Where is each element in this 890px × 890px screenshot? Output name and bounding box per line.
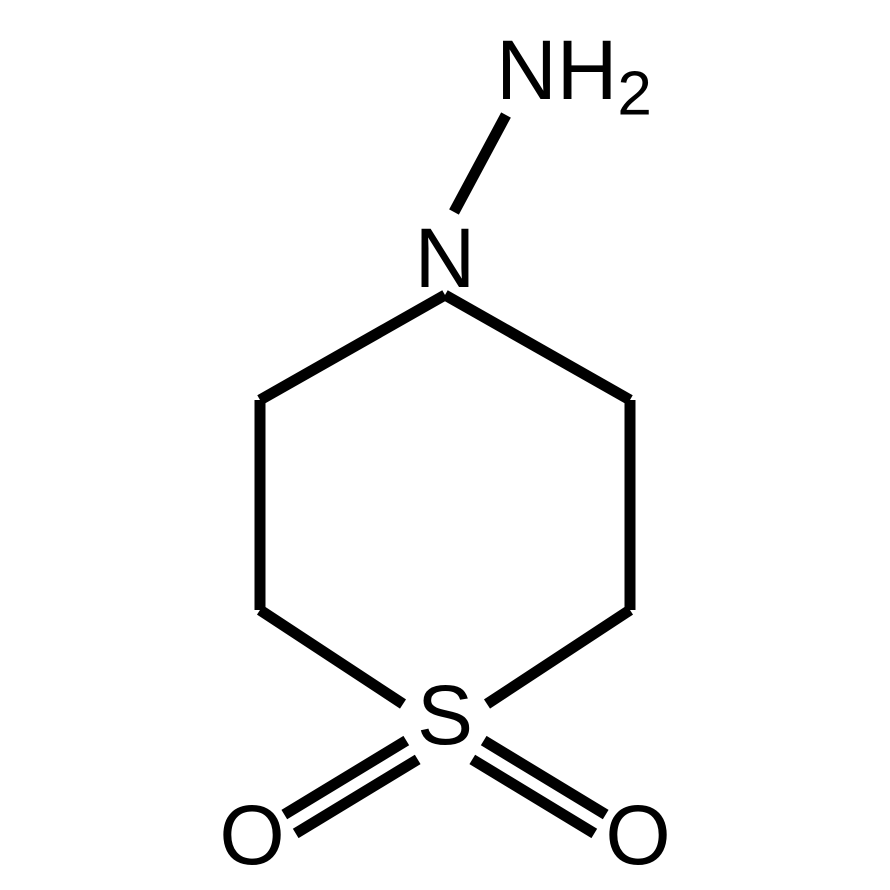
atom-label: N <box>415 211 476 305</box>
atom-label: O <box>219 788 284 882</box>
atom-label: S <box>417 668 473 762</box>
molecule-diagram: NH2N S O O <box>0 0 890 890</box>
atom-label: O <box>605 788 670 882</box>
atom-label: NH2 <box>496 23 652 128</box>
